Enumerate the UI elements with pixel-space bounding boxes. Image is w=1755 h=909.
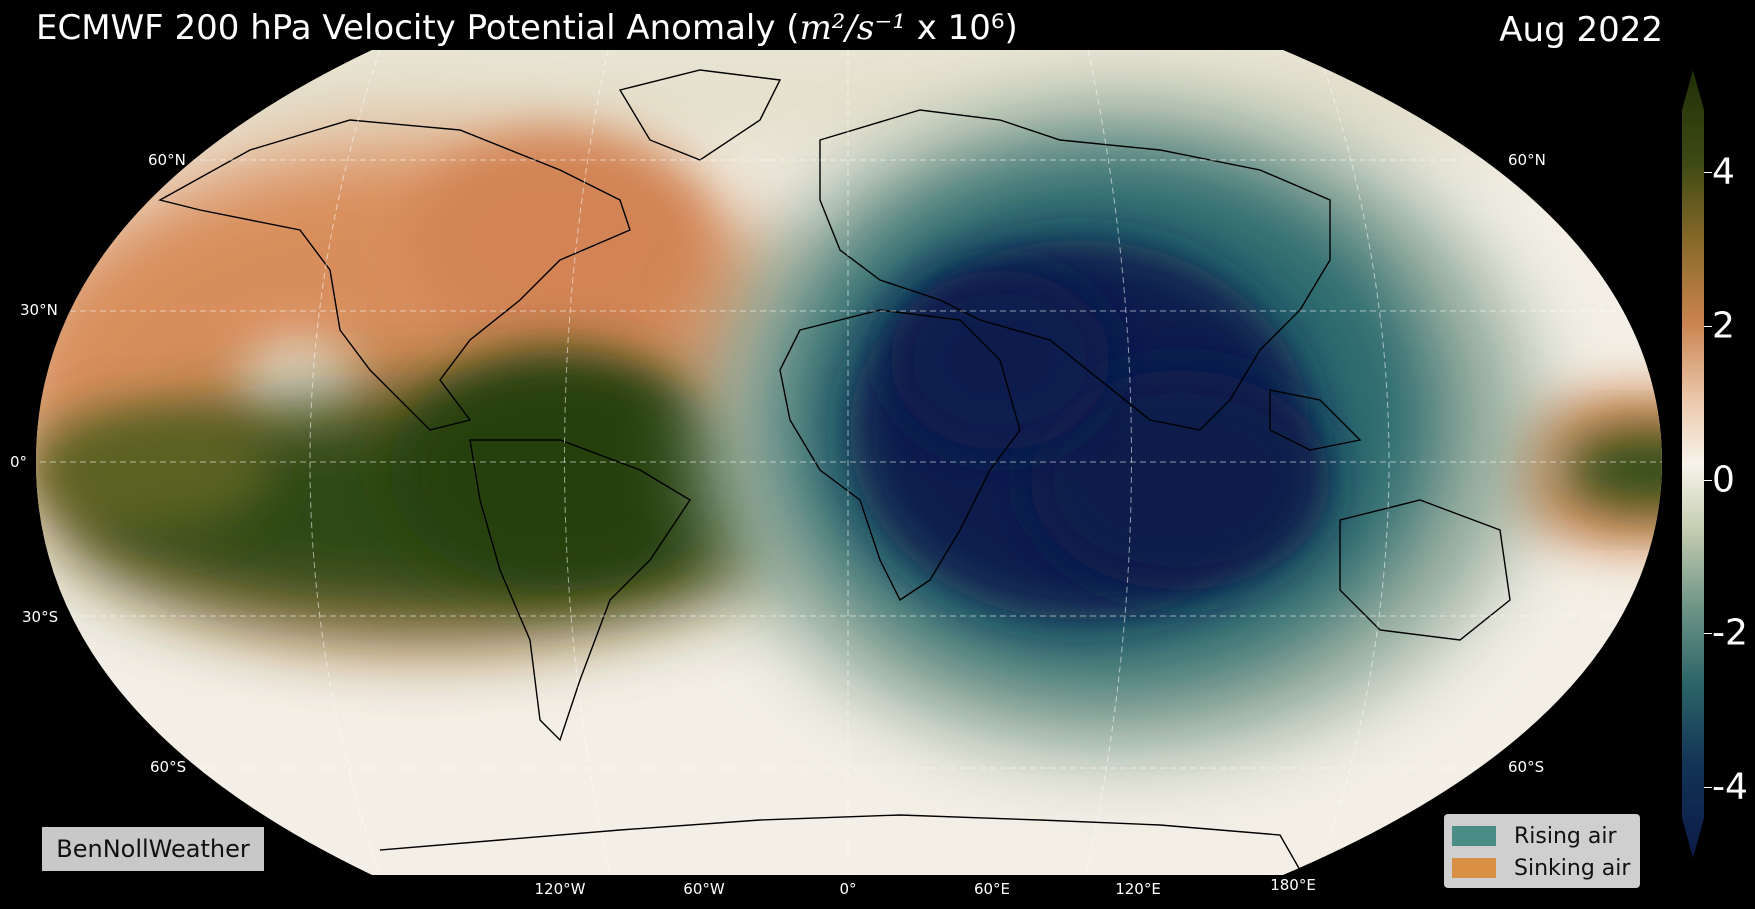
colorbar-tick-neg4: -4	[1712, 766, 1748, 808]
colorbar-tick-mark	[1704, 172, 1712, 173]
graticule	[36, 50, 1662, 875]
lat-label-30n: 30°N	[20, 301, 58, 319]
legend-label-sinking: Sinking air	[1514, 855, 1631, 881]
lat-label-60n-left: 60°N	[148, 151, 186, 169]
colorbar-tick-0: 0	[1712, 459, 1735, 501]
legend-label-rising: Rising air	[1514, 823, 1617, 849]
colorbar-tick-2: 2	[1712, 305, 1735, 347]
legend: Rising air Sinking air	[1444, 814, 1640, 888]
lon-label-180e: 180°E	[1270, 876, 1316, 894]
legend-swatch-rising	[1452, 826, 1496, 846]
coastlines	[158, 69, 1511, 871]
legend-swatch-sinking	[1452, 858, 1496, 878]
colorbar-tick-mark	[1704, 787, 1712, 788]
lon-label-0: 0°	[839, 880, 857, 898]
credit-label: BenNollWeather	[42, 827, 264, 871]
lon-label-60e: 60°E	[973, 880, 1011, 898]
colorbar	[1682, 70, 1704, 858]
colorbar-tick-mark	[1704, 480, 1712, 481]
colorbar-tick-mark	[1704, 633, 1712, 634]
map-date: Aug 2022	[1499, 10, 1663, 50]
colorbar-tick-mark	[1704, 326, 1712, 327]
colorbar-tick-4: 4	[1712, 151, 1735, 193]
lat-label-30s: 30°S	[22, 608, 59, 626]
lon-label-120e: 120°E	[1115, 880, 1161, 898]
legend-item-sinking: Sinking air	[1452, 854, 1630, 882]
lat-label-60s-right: 60°S	[1508, 758, 1545, 776]
lat-label-equator: 0°	[10, 453, 28, 471]
legend-item-rising: Rising air	[1452, 822, 1617, 850]
lat-label-60n-right: 60°N	[1508, 151, 1546, 169]
map-title: ECMWF 200 hPa Velocity Potential Anomaly…	[36, 8, 1018, 48]
colorbar-tick-neg2: -2	[1712, 612, 1748, 654]
lat-label-60s-left: 60°S	[150, 758, 187, 776]
lon-label-60w: 60°W	[683, 880, 725, 898]
lon-label-120w: 120°W	[534, 880, 586, 898]
